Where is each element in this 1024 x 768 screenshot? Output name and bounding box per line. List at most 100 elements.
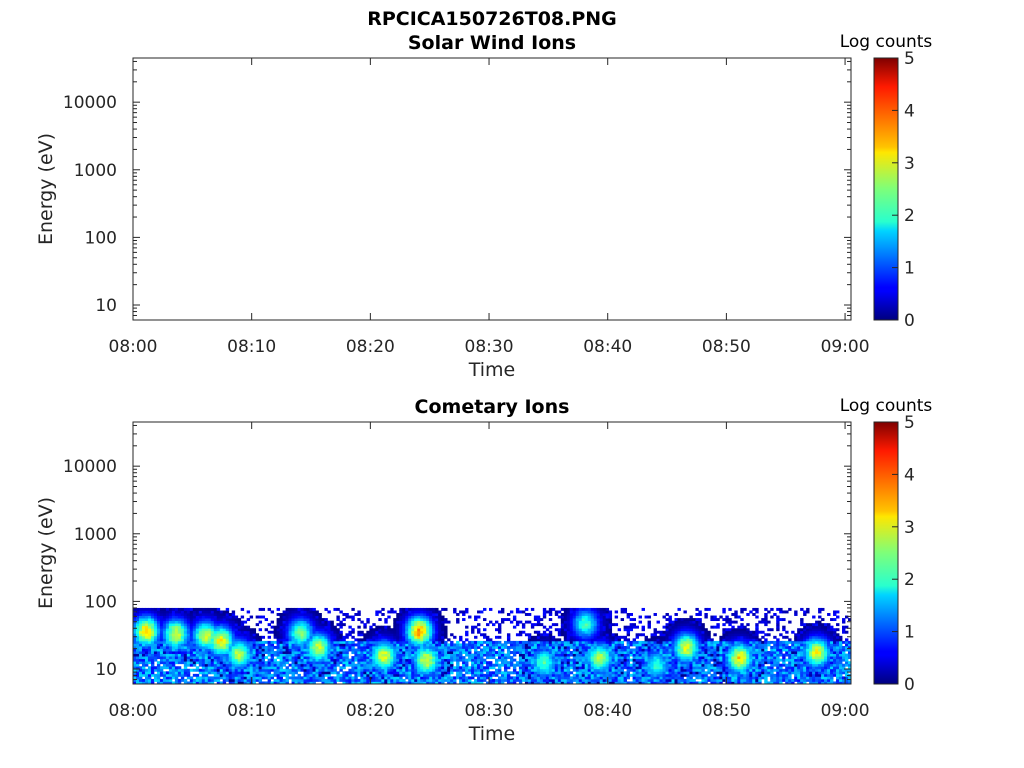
spectrogram-cell (542, 638, 547, 642)
spectrogram-cell (710, 648, 714, 652)
spectrogram-cell (411, 607, 415, 611)
spectrogram-cell (611, 653, 616, 657)
spectrogram-cell (530, 607, 535, 611)
spectrogram-cell (249, 663, 254, 667)
spectrogram-cell (474, 625, 478, 629)
spectrogram-cell (246, 656, 251, 660)
spectrogram-cell (336, 628, 340, 632)
spectrogram-cell (704, 671, 708, 675)
spectrogram-cell (135, 643, 140, 647)
spectrogram-cell (698, 625, 702, 629)
spectrogram-cell (390, 640, 394, 644)
spectrogram-cell (563, 623, 568, 627)
spectrogram-cell (246, 625, 251, 629)
spectrogram-cell (315, 656, 319, 660)
spectrogram-cell (524, 651, 529, 654)
spectrogram-cell (171, 607, 176, 611)
spectrogram-cell (465, 668, 469, 672)
spectrogram-cell (426, 678, 430, 682)
spectrogram-cell (575, 678, 580, 682)
spectrogram-cell (321, 643, 325, 647)
spectrogram-cell (557, 668, 562, 672)
spectrogram-cell (521, 651, 526, 654)
spectrogram-cell (438, 658, 442, 662)
spectrogram-cell (560, 678, 565, 682)
spectrogram-cell (420, 648, 424, 652)
spectrogram-cell (692, 651, 696, 654)
spectrogram-cell (515, 678, 520, 682)
spectrogram-cell (258, 607, 263, 611)
spectrogram-cell (701, 651, 705, 654)
spectrogram-cell (270, 658, 275, 662)
spectrogram-cell (354, 656, 358, 660)
spectrogram-cell (710, 618, 714, 622)
spectrogram-cell (441, 643, 445, 647)
spectrogram-cell (267, 663, 272, 667)
spectrogram-cell (650, 666, 654, 670)
spectrogram-cell (480, 653, 484, 657)
spectrogram-cell (198, 638, 203, 642)
spectrogram-cell (605, 610, 610, 614)
spectrogram-cell (333, 648, 337, 652)
spectrogram-cell (477, 673, 481, 677)
spectrogram-cell (174, 607, 179, 611)
spectrogram-cell (602, 661, 607, 665)
spectrogram-cell (489, 645, 493, 649)
spectrogram-cell (324, 671, 328, 675)
spectrogram-cell (216, 635, 221, 639)
spectrogram-cell (432, 658, 436, 662)
spectrogram-cell (545, 628, 550, 632)
spectrogram-cell (177, 630, 182, 634)
spectrogram-cell (692, 643, 696, 647)
spectrogram-cell (378, 668, 382, 672)
spectrogram-cell (662, 640, 666, 644)
spectrogram-cell (186, 623, 191, 627)
spectrogram-cell (387, 633, 391, 637)
spectrogram-cell (474, 661, 478, 665)
spectrogram-cell (312, 610, 316, 614)
spectrogram-cell (210, 663, 215, 667)
spectrogram-cell (345, 633, 349, 637)
spectrogram-cell (216, 643, 221, 647)
spectrogram-cell (276, 630, 280, 634)
spectrogram-cell (632, 640, 636, 644)
spectrogram-cell (324, 630, 328, 634)
spectrogram-cell (363, 658, 367, 662)
spectrogram-cell (171, 643, 176, 647)
spectrogram-cell (339, 643, 343, 647)
spectrogram-cell (300, 620, 304, 624)
spectrogram-cell (423, 640, 427, 644)
spectrogram-cell (557, 678, 562, 682)
spectrogram-cell (153, 610, 158, 614)
spectrogram-cell (195, 640, 200, 644)
spectrogram-cell (237, 661, 242, 665)
spectrogram-cell (408, 630, 412, 634)
spectrogram-cell (617, 678, 622, 682)
spectrogram-cell (465, 633, 469, 637)
spectrogram-cell (438, 643, 442, 647)
spectrogram-cell (483, 628, 487, 632)
spectrogram-cell (698, 643, 702, 647)
spectrogram-cell (153, 648, 158, 652)
spectrogram-cell (354, 681, 358, 685)
spectrogram-cell (273, 671, 277, 675)
spectrogram-cell (590, 645, 595, 649)
spectrogram-cell (509, 658, 514, 662)
spectrogram-cell (432, 610, 436, 614)
spectrogram-cell (198, 607, 203, 611)
spectrogram-cell (147, 676, 152, 680)
spectrogram-cell (234, 671, 239, 675)
spectrogram-cell (713, 643, 717, 647)
spectrogram-cell (135, 638, 140, 642)
spectrogram-cell (521, 623, 526, 627)
spectrogram-cell (441, 663, 445, 667)
spectrogram-cell (441, 653, 445, 657)
spectrogram-cell (527, 678, 532, 682)
spectrogram-cell (204, 613, 209, 616)
spectrogram-cell (692, 640, 696, 644)
spectrogram-cell (530, 666, 535, 670)
spectrogram-cell (635, 661, 639, 665)
spectrogram-cell (375, 658, 379, 662)
spectrogram-cell (177, 656, 182, 660)
spectrogram-cell (324, 668, 328, 672)
